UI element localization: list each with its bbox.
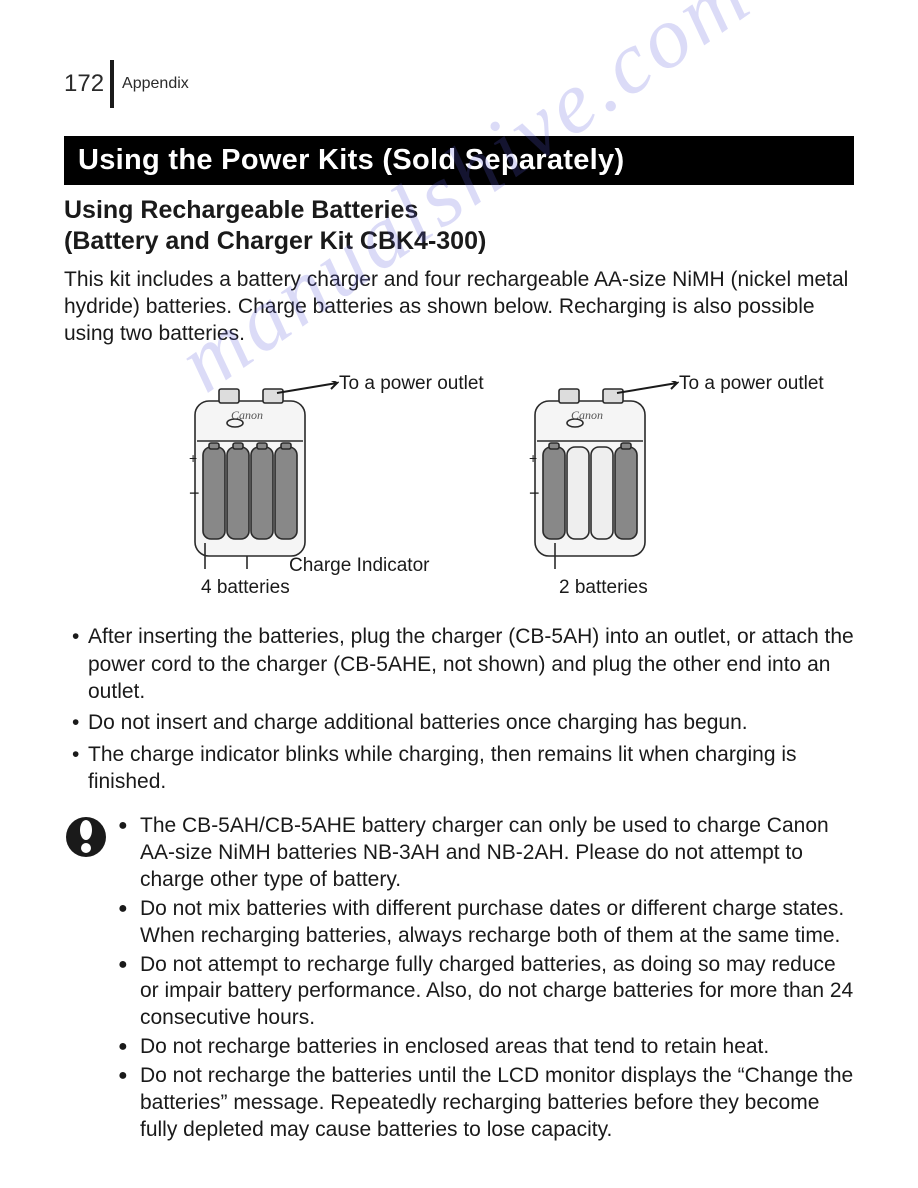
bullet-item: • Do not insert and charge additional ba… — [64, 709, 854, 736]
warning-item: ● Do not mix batteries with different pu… — [118, 896, 854, 950]
svg-text:−: − — [189, 483, 200, 503]
bullet-marker: • — [64, 623, 88, 705]
battery-count-4: 4 batteries — [201, 577, 290, 599]
warning-text: Do not recharge batteries in enclosed ar… — [140, 1034, 769, 1061]
bullet-item: • After inserting the batteries, plug th… — [64, 623, 854, 705]
outlet-label: To a power outlet — [339, 373, 484, 395]
warning-text: The CB-5AH/CB-5AHE battery charger can o… — [140, 813, 854, 894]
warning-text: Do not mix batteries with different purc… — [140, 896, 854, 950]
warning-item: ● The CB-5AH/CB-5AHE battery charger can… — [118, 813, 854, 894]
warning-text: Do not attempt to recharge fully charged… — [140, 952, 854, 1033]
warning-list: ● The CB-5AH/CB-5AHE battery charger can… — [118, 813, 854, 1146]
warning-marker: ● — [118, 1034, 140, 1061]
intro-paragraph: This kit includes a battery charger and … — [64, 266, 854, 348]
instruction-bullets: • After inserting the batteries, plug th… — [64, 623, 854, 795]
svg-text:+: + — [529, 450, 537, 466]
charger-diagram-4-batteries: Canon + − To a power outlet Charge Indic… — [139, 363, 439, 603]
charger-diagrams: Canon + − To a power outlet Charge Indic… — [64, 363, 854, 603]
warning-block: ● The CB-5AH/CB-5AHE battery charger can… — [64, 813, 854, 1146]
warning-marker: ● — [118, 813, 140, 894]
bullet-text: Do not insert and charge additional batt… — [88, 709, 748, 736]
bullet-text: After inserting the batteries, plug the … — [88, 623, 854, 705]
bullet-marker: • — [64, 709, 88, 736]
header-divider — [110, 60, 114, 108]
charger-diagram-2-batteries: Canon + − To a power outlet 2 batteries — [479, 363, 779, 603]
brand-text: Canon — [231, 408, 263, 422]
warning-item: ● Do not recharge batteries in enclosed … — [118, 1034, 854, 1061]
warning-icon — [64, 815, 108, 864]
page-header: 172 Appendix — [64, 60, 854, 108]
subheading-line: (Battery and Charger Kit CBK4-300) — [64, 226, 854, 257]
charger-4-svg: Canon + − — [159, 381, 339, 571]
svg-text:−: − — [529, 483, 540, 503]
charge-indicator-label: Charge Indicator — [289, 555, 429, 577]
battery-count-2: 2 batteries — [559, 577, 648, 599]
subheading-line: Using Rechargeable Batteries — [64, 195, 854, 226]
warning-marker: ● — [118, 952, 140, 1033]
header-section-label: Appendix — [122, 75, 189, 93]
subsection-heading: Using Rechargeable Batteries (Battery an… — [64, 195, 854, 258]
page-number: 172 — [64, 70, 104, 98]
warning-item: ● Do not attempt to recharge fully charg… — [118, 952, 854, 1033]
bullet-marker: • — [64, 741, 88, 796]
outlet-label: To a power outlet — [679, 373, 824, 395]
bullet-text: The charge indicator blinks while chargi… — [88, 741, 854, 796]
section-banner: Using the Power Kits (Sold Separately) — [64, 136, 854, 185]
charger-2-svg: Canon + − — [499, 381, 679, 571]
warning-marker: ● — [118, 1063, 140, 1144]
warning-item: ● Do not recharge the batteries until th… — [118, 1063, 854, 1144]
bullet-item: • The charge indicator blinks while char… — [64, 741, 854, 796]
svg-text:+: + — [189, 450, 197, 466]
brand-text: Canon — [571, 408, 603, 422]
warning-text: Do not recharge the batteries until the … — [140, 1063, 854, 1144]
warning-marker: ● — [118, 896, 140, 950]
